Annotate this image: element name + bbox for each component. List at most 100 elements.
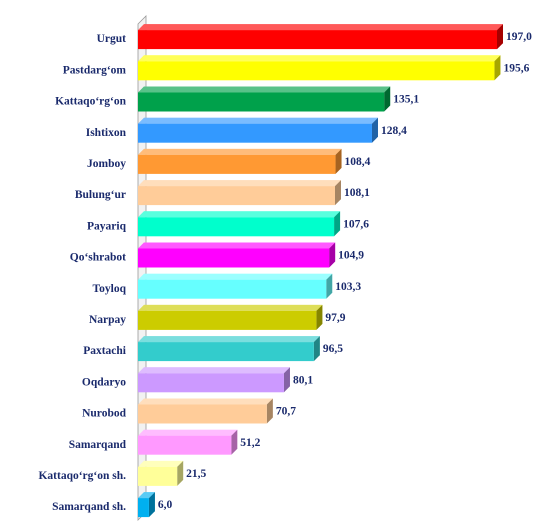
bar-side-shade [313,336,320,362]
category-label: Kattaqo‘rg‘on [55,96,127,108]
category-label: Bulung‘ur [75,189,126,201]
bar-top-shade [138,304,323,311]
bar-top-shade [138,242,336,249]
bar-top-shade [138,429,238,436]
value-label: 104,9 [338,250,364,262]
bar-top [138,429,238,436]
bar-side [266,398,273,424]
bar-side-shade [384,86,391,112]
bar-side [335,148,342,174]
value-label: 97,9 [325,312,345,324]
bar-side [231,429,238,455]
bar-top [138,211,341,218]
bar-side-shade [283,367,290,393]
bar-side [371,117,378,143]
bar-side [316,304,323,330]
bar-top [138,242,336,249]
value-label: 51,2 [240,437,260,449]
bar-top-shade [138,336,320,343]
bar-side-shade [177,460,184,486]
value-label: 70,7 [276,406,296,418]
bar-top-shade [138,117,378,124]
bar-top [138,148,342,155]
bar [138,435,232,455]
bar [138,373,284,393]
bar-side-shade [326,273,333,299]
category-label: Narpay [89,314,126,326]
bar [138,498,149,518]
bar [138,186,335,206]
bar-side-shade [371,117,378,143]
bar [138,279,327,299]
bar-side-shade [316,304,323,330]
bar-top-shade [138,180,341,187]
bar-side [148,492,155,518]
bar-top [138,117,378,124]
bar-top [138,55,501,62]
bar-side [329,242,336,268]
category-label: Urgut [97,33,127,45]
category-label: Ishtixon [86,127,127,139]
bar-side [313,336,320,362]
bar-side-shade [334,211,341,237]
bar-top-shade [138,460,184,467]
category-label: Kattaqo‘rg‘on sh. [38,470,126,482]
bar-top-shade [138,398,273,405]
category-label: Pastdarg‘om [63,64,127,76]
category-label: Paxtachi [83,345,127,357]
bar-top-shade [138,148,342,155]
bar [138,466,178,486]
bar [138,123,372,143]
category-label: Samarqand sh. [52,501,126,513]
bar-side [494,55,501,81]
bar [138,30,497,50]
value-label: 197,0 [506,31,532,43]
bar-top [138,398,273,405]
bar-top [138,273,333,280]
bar-side-shade [148,492,155,518]
bar-side [177,460,184,486]
bar-top [138,460,184,467]
bar-top-shade [138,211,341,218]
bar-top-shade [138,492,155,499]
bar-top-shade [138,24,503,31]
category-label: Samarqand [69,439,127,451]
value-label: 108,1 [344,187,370,199]
bar-side-shade [329,242,336,268]
value-label: 80,1 [293,374,313,386]
bar-top [138,86,391,93]
bar-top-shade [138,55,501,62]
bar-side [497,24,503,50]
bar-top [138,492,155,499]
bar-top-shade [138,367,290,374]
category-label: Qo‘shrabot [70,252,126,264]
bar-side [384,86,391,112]
bar-side-shade [266,398,273,424]
bar [138,310,317,330]
value-label: 21,5 [186,468,206,480]
bar-side [334,180,341,206]
value-label: 96,5 [323,343,343,355]
value-label: 128,4 [381,125,407,137]
bar-side-shade [497,24,503,50]
bar [138,92,385,112]
bar-side-shade [334,180,341,206]
bar-side-shade [335,148,342,174]
bar-top-shade [138,273,333,280]
category-label: Payariq [87,220,127,232]
category-label: Nurobod [82,408,126,420]
bar [138,217,335,237]
value-label: 108,4 [345,156,371,168]
bar [138,61,495,81]
bar-top [138,367,290,374]
bar-side-shade [231,429,238,455]
bar [138,342,314,362]
bar-side [326,273,333,299]
value-label: 6,0 [158,499,173,511]
bar-side [334,211,341,237]
value-label: 107,6 [343,218,369,230]
bar-top [138,336,320,343]
bar-top [138,24,503,31]
bar-top [138,304,323,311]
bar-side [283,367,290,393]
